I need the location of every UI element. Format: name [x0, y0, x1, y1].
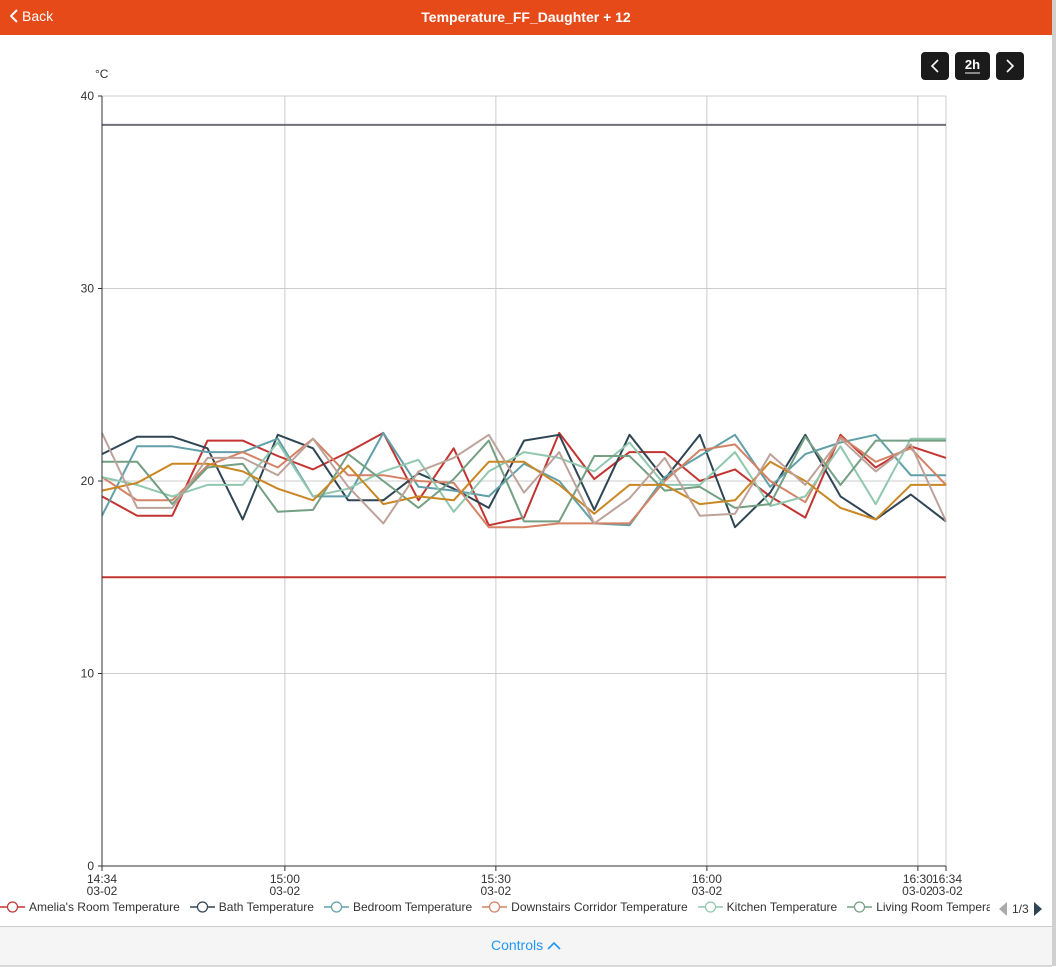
- series-line: [101, 437, 946, 513]
- x-tick-date: 03-02: [932, 884, 963, 898]
- x-tick-time: 15:00: [270, 872, 300, 886]
- series-line: [101, 431, 946, 527]
- legend-page: 1/3: [1012, 902, 1029, 916]
- series-line: [101, 460, 946, 521]
- series-line: [101, 431, 947, 527]
- legend-item[interactable]: Amelia's Room Temperature: [0, 900, 180, 914]
- y-tick-label: 30: [81, 282, 95, 296]
- legend-marker-icon: [323, 901, 349, 913]
- legend-item[interactable]: Bath Temperature: [189, 900, 314, 914]
- range-label: 2h: [964, 57, 981, 74]
- x-tick-time: 16:34: [932, 872, 962, 886]
- chevron-left-icon: [10, 9, 18, 23]
- y-tick-label: 0: [87, 859, 94, 873]
- series-line: [101, 432, 947, 525]
- y-tick-label: 20: [81, 474, 95, 488]
- controls-panel: Controls: [0, 926, 1052, 967]
- x-tick-date: 03-02: [902, 884, 933, 898]
- header-bar: Back Temperature_FF_Daughter + 12: [0, 0, 1052, 35]
- chevron-up-icon: [547, 941, 561, 950]
- y-axis-unit: °C: [95, 67, 109, 81]
- legend-label: Kitchen Temperature: [726, 900, 838, 914]
- prev-range-button[interactable]: [921, 52, 949, 80]
- x-tick-time: 15:30: [481, 872, 511, 886]
- x-tick-time: 16:30: [903, 872, 933, 886]
- legend-label: Living Room Temperature: [876, 900, 990, 914]
- series-line: [102, 435, 946, 523]
- y-tick-label: 40: [81, 89, 95, 103]
- x-tick-date: 03-02: [692, 884, 723, 898]
- x-tick-time: 16:00: [692, 872, 722, 886]
- y-tick-label: 10: [81, 667, 95, 681]
- legend: Amelia's Room Temperature Bath Temperatur…: [0, 900, 990, 920]
- legend-marker-icon: [847, 901, 873, 913]
- legend-label: Bath Temperature: [218, 900, 314, 914]
- scrollbar[interactable]: [1052, 0, 1056, 966]
- legend-marker-icon: [697, 901, 723, 913]
- legend-label: Bedroom Temperature: [352, 900, 473, 914]
- chevron-left-icon: [931, 59, 939, 73]
- legend-prev-icon[interactable]: [998, 902, 1008, 916]
- controls-toggle[interactable]: Controls: [0, 937, 1052, 953]
- x-tick-date: 03-02: [270, 884, 301, 898]
- series-line: [101, 435, 947, 529]
- legend-item[interactable]: Living Room Temperature: [847, 900, 990, 914]
- legend-label: Amelia's Room Temperature: [29, 900, 180, 914]
- x-tick-date: 03-02: [481, 884, 512, 898]
- time-range-nav: 2h: [921, 52, 1024, 80]
- x-tick-date: 03-02: [87, 884, 118, 898]
- legend-marker-icon: [482, 901, 508, 913]
- legend-item[interactable]: Bedroom Temperature: [323, 900, 473, 914]
- x-tick-time: 14:34: [87, 872, 117, 886]
- series-line: [101, 433, 947, 529]
- legend-item[interactable]: Kitchen Temperature: [697, 900, 838, 914]
- legend-item[interactable]: Downstairs Corridor Temperature: [482, 900, 688, 914]
- back-button[interactable]: Back: [10, 8, 53, 24]
- legend-pager: 1/3: [998, 902, 1043, 916]
- legend-marker-icon: [0, 901, 25, 913]
- page-title: Temperature_FF_Daughter + 12: [421, 9, 631, 25]
- chevron-right-icon: [1006, 59, 1014, 73]
- controls-label: Controls: [490, 937, 544, 953]
- range-button[interactable]: 2h: [955, 52, 990, 80]
- legend-marker-icon: [189, 901, 215, 913]
- next-range-button[interactable]: [996, 52, 1024, 80]
- temperature-chart: °C 01020304014:3403-0215:0003-0215:3003-…: [81, 67, 963, 898]
- legend-next-icon[interactable]: [1033, 902, 1043, 916]
- back-label: Back: [22, 8, 54, 24]
- legend-label: Downstairs Corridor Temperature: [511, 900, 688, 914]
